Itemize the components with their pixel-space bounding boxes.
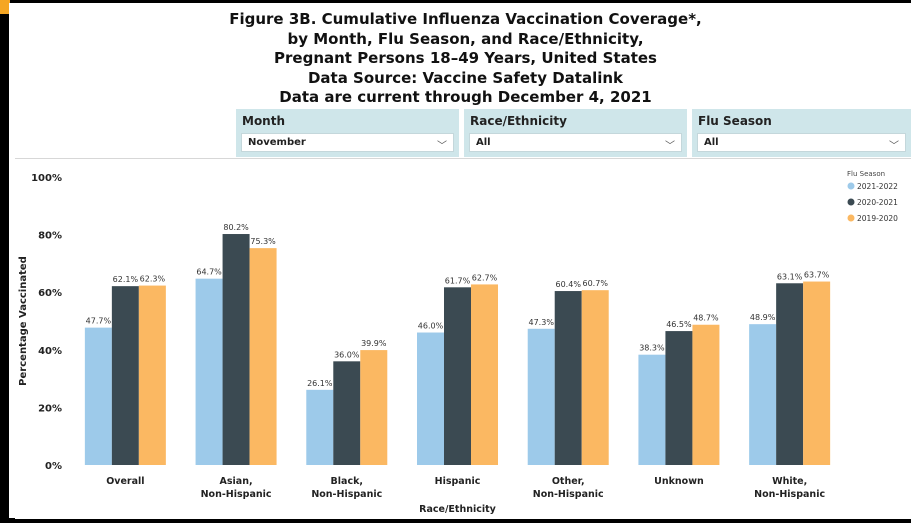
x-tick-label: Non-Hispanic	[754, 489, 825, 500]
title-line-2: by Month, Flu Season, and Race/Ethnicity…	[287, 29, 644, 48]
season-dropdown-value: All	[704, 137, 719, 148]
bar-value-label: 39.9%	[361, 339, 387, 348]
bar-value-label: 38.3%	[639, 344, 665, 353]
y-tick-label: 80%	[38, 231, 62, 242]
bar	[444, 287, 471, 465]
legend-marker	[847, 214, 855, 222]
bar	[360, 350, 388, 465]
bar	[638, 354, 666, 465]
x-tick-label: Non-Hispanic	[533, 489, 604, 500]
bar	[417, 332, 444, 465]
month-filter: Month November ﹀	[236, 109, 459, 157]
legend-label: 2019-2020	[857, 214, 898, 223]
y-tick-label: 20%	[38, 403, 62, 414]
title-line-1: Figure 3B. Cumulative Influenza Vaccinat…	[229, 10, 702, 28]
legend-label: 2021-2022	[857, 182, 898, 191]
bar	[249, 248, 277, 465]
x-tick-label: Unknown	[654, 476, 704, 487]
legend-title: Flu Season	[847, 170, 885, 178]
race-dropdown-value: All	[476, 137, 491, 148]
x-tick-label: Overall	[106, 476, 144, 487]
x-tick-label: Non-Hispanic	[311, 489, 382, 500]
bar	[306, 389, 334, 465]
chevron-down-icon: ﹀	[889, 141, 899, 152]
x-tick-label: Black,	[331, 476, 363, 487]
bar	[84, 327, 112, 465]
season-filter-label: Flu Season	[698, 114, 772, 128]
x-tick-label: Hispanic	[435, 476, 481, 487]
bar	[471, 284, 498, 465]
title-line-3: Pregnant Persons 18–49 Years, United Sta…	[274, 49, 657, 67]
bar-value-label: 62.7%	[472, 273, 498, 282]
bar-value-label: 26.1%	[307, 379, 333, 388]
race-filter: Race/Ethnicity All ﹀	[464, 109, 687, 157]
legend-label: 2020-2021	[857, 198, 898, 207]
bar-value-label: 61.7%	[445, 276, 471, 285]
y-tick-label: 60%	[38, 288, 62, 299]
x-tick-label: Non-Hispanic	[201, 489, 272, 500]
bar	[581, 290, 609, 465]
bar	[527, 328, 555, 465]
month-filter-label: Month	[242, 114, 286, 128]
accent-corner	[0, 0, 10, 14]
figure-title: Figure 3B. Cumulative Influenza Vaccinat…	[0, 10, 911, 108]
bar-value-label: 63.7%	[804, 271, 830, 280]
bar	[776, 283, 804, 465]
legend-marker	[847, 182, 855, 190]
y-axis-title: Percentage Vaccinated	[18, 256, 29, 386]
season-filter: Flu Season All ﹀	[692, 109, 911, 157]
bar	[333, 361, 361, 465]
bar-value-label: 64.7%	[196, 268, 222, 277]
x-tick-label: Asian,	[220, 476, 253, 487]
bar-chart: 0% 20% 40% 60% 80% 100% Percentage Vaccinated 4…	[18, 170, 898, 515]
title-line-5: Data are current through December 4, 202…	[279, 88, 652, 106]
x-tick-label: White,	[772, 476, 807, 487]
chart-area: 0% 20% 40% 60% 80% 100% Percentage Vaccinated 4…	[15, 158, 911, 519]
bar-value-label: 36.0%	[334, 350, 360, 359]
race-dropdown[interactable]: All ﹀	[469, 133, 682, 152]
x-tick-label: Other,	[552, 476, 585, 487]
race-filter-label: Race/Ethnicity	[470, 114, 567, 128]
bar-value-label: 47.3%	[529, 318, 555, 327]
bar	[195, 278, 223, 465]
chevron-down-icon: ﹀	[437, 141, 447, 152]
bar-value-label: 46.5%	[666, 320, 692, 329]
y-tick-label: 0%	[45, 461, 62, 472]
y-tick-label: 100%	[31, 173, 62, 184]
bar	[111, 286, 139, 465]
bar	[692, 324, 720, 465]
bar	[222, 234, 250, 465]
bar-value-label: 46.0%	[418, 322, 444, 331]
bar	[554, 291, 582, 465]
bar-value-label: 47.7%	[86, 317, 112, 326]
bar-value-label: 80.2%	[223, 223, 249, 232]
bar	[749, 324, 777, 465]
bar	[665, 331, 693, 465]
bar-value-label: 48.9%	[750, 313, 776, 322]
title-line-4: Data Source: Vaccine Safety Datalink	[307, 68, 624, 87]
bar-value-label: 62.3%	[140, 275, 166, 284]
bar-value-label: 75.3%	[250, 237, 276, 246]
bar-value-label: 63.1%	[777, 272, 803, 281]
season-dropdown[interactable]: All ﹀	[697, 133, 906, 152]
x-axis-title: Race/Ethnicity	[419, 504, 497, 515]
bar-value-label: 60.7%	[583, 279, 609, 288]
bar	[138, 285, 166, 465]
chevron-down-icon: ﹀	[665, 141, 675, 152]
bar	[803, 281, 831, 465]
bar-value-label: 48.7%	[693, 314, 719, 323]
month-dropdown-value: November	[248, 137, 306, 148]
month-dropdown[interactable]: November ﹀	[241, 133, 454, 152]
y-tick-label: 40%	[38, 346, 62, 357]
legend-marker	[847, 198, 855, 206]
bar-value-label: 62.1%	[113, 275, 139, 284]
bar-value-label: 60.4%	[556, 280, 582, 289]
